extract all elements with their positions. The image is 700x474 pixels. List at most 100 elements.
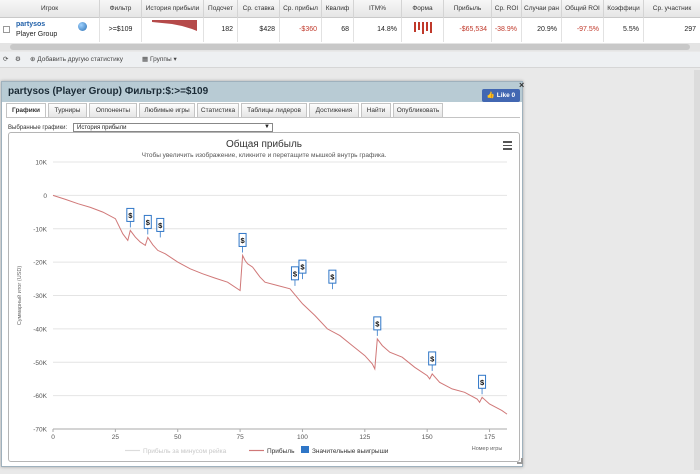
chart-subtitle: Чтобы увеличить изображение, кликните и … xyxy=(142,151,387,159)
globe-icon[interactable] xyxy=(78,22,87,31)
big-win-flag xyxy=(143,214,152,229)
header-avg-profit[interactable]: Ср. прибыл xyxy=(280,0,322,18)
header-itm[interactable]: ITM% xyxy=(354,0,402,18)
count-cell: 182 xyxy=(204,18,238,42)
scrollbar-thumb[interactable] xyxy=(10,44,690,50)
chart-title: Общая прибыль xyxy=(226,138,302,150)
avg-profit-cell: -$360 xyxy=(280,18,322,42)
header-avg-stake[interactable]: Ср. ставка xyxy=(238,0,280,18)
y-tick-label: -60K xyxy=(33,393,47,400)
header-profit-history[interactable]: История прибыли xyxy=(142,0,204,18)
tab-favorite-games[interactable]: Любимые игры xyxy=(139,103,195,117)
header-avg-roi[interactable]: Ср. ROI xyxy=(492,0,522,18)
legend-net-profit: Прибыль за минусом рейка xyxy=(143,447,227,455)
big-win-label: $ xyxy=(375,319,380,328)
big-win-label: $ xyxy=(158,221,163,230)
refresh-icon[interactable]: ⟳ xyxy=(3,56,9,63)
settings-icon[interactable]: ⚙ xyxy=(15,56,21,63)
y-tick-label: -10K xyxy=(33,226,47,233)
thumbs-up-icon: 👍 xyxy=(486,92,495,99)
table-row[interactable]: partysos Player Group >=$109 182 $428 -$… xyxy=(0,18,700,42)
tab-opponents[interactable]: Оппоненты xyxy=(89,103,137,117)
total-roi-cell: -97.5% xyxy=(562,18,604,42)
popup-titlebar[interactable]: partysos (Player Group) Фильтр:$:>=$109 xyxy=(2,82,522,102)
x-tick-label: 125 xyxy=(359,434,370,441)
facebook-like-button[interactable]: 👍 Like 0 xyxy=(482,89,520,102)
x-tick-label: 150 xyxy=(422,434,433,441)
player-group-label: Player Group xyxy=(16,31,58,38)
header-form[interactable]: Форма xyxy=(402,0,444,18)
tab-charts[interactable]: Графики xyxy=(6,103,46,117)
tab-find[interactable]: Найти xyxy=(361,103,391,117)
table-horizontal-scrollbar[interactable] xyxy=(0,43,700,51)
big-win-label: $ xyxy=(240,236,245,245)
x-axis-label: Номер игры xyxy=(472,446,503,452)
tab-achievements[interactable]: Достижения xyxy=(309,103,359,117)
big-win-flag xyxy=(298,259,307,274)
header-count[interactable]: Подсчет xyxy=(204,0,238,18)
tabs-divider xyxy=(6,117,520,118)
add-icon: ⊕ xyxy=(30,56,36,63)
form-bars xyxy=(402,18,444,42)
x-tick-label: 25 xyxy=(112,434,120,441)
popup-title: partysos (Player Group) Фильтр:$:>=$109 xyxy=(8,86,209,97)
y-tick-label: -70K xyxy=(33,427,47,434)
header-qualif[interactable]: Квалиф xyxy=(322,0,354,18)
y-axis-label: Суммарный итог (USD) xyxy=(16,266,23,325)
y-tick-label: 10K xyxy=(35,160,47,167)
big-win-label: $ xyxy=(146,218,151,227)
header-filter[interactable]: Фильтр xyxy=(100,0,142,18)
big-win-label: $ xyxy=(128,211,133,220)
big-win-label: $ xyxy=(430,354,435,363)
profit-chart[interactable]: Общая прибыль Чтобы увеличить изображение… xyxy=(8,132,520,462)
tab-publish[interactable]: Опубликовать xyxy=(393,103,443,117)
y-tick-label: 0 xyxy=(43,193,47,200)
big-win-flag xyxy=(478,374,487,389)
avg-stake-cell: $428 xyxy=(238,18,280,42)
resize-handle[interactable] xyxy=(517,458,523,464)
y-tick-label: -30K xyxy=(33,293,47,300)
add-stats-button[interactable]: ⊕ Добавить другую статистику xyxy=(30,55,123,65)
add-stats-label: Добавить другую статистику xyxy=(37,56,123,63)
qualif-cell: 68 xyxy=(322,18,354,42)
tab-tournaments[interactable]: Турниры xyxy=(48,103,87,117)
row-checkbox[interactable] xyxy=(3,26,10,33)
like-label: Like 0 xyxy=(496,92,516,99)
big-win-flag xyxy=(328,269,337,284)
player-cell: partysos Player Group xyxy=(0,18,100,42)
big-win-flag xyxy=(126,207,135,222)
chart-select-dropdown[interactable]: История прибыли ▼ xyxy=(73,123,273,132)
filter-cell: >=$109 xyxy=(100,18,142,42)
header-player[interactable]: Игрок xyxy=(0,0,100,18)
x-tick-label: 175 xyxy=(484,434,495,441)
profit-series-line xyxy=(52,194,508,415)
window-scrollbar[interactable] xyxy=(694,70,700,470)
player-popup: partysos (Player Group) Фильтр:$:>=$109 … xyxy=(1,81,523,467)
big-win-flag xyxy=(156,217,165,232)
header-chance[interactable]: Случаи ран xyxy=(522,0,562,18)
y-tick-label: -20K xyxy=(33,260,47,267)
header-coef[interactable]: Коэффици xyxy=(604,0,644,18)
stats-table: Игрок Фильтр История прибыли Подсчет Ср.… xyxy=(0,0,700,44)
itm-cell: 14.8% xyxy=(354,18,402,42)
coef-cell: 5.5% xyxy=(604,18,644,42)
tab-leaderboards[interactable]: Таблицы лидеров xyxy=(241,103,307,117)
player-link[interactable]: partysos xyxy=(16,21,46,28)
groups-button[interactable]: ▦ Группы ▾ xyxy=(142,55,177,65)
close-icon[interactable]: × xyxy=(519,80,525,90)
tab-statistics[interactable]: Статистика xyxy=(197,103,239,117)
table-header: Игрок Фильтр История прибыли Подсчет Ср.… xyxy=(0,0,700,18)
x-tick-label: 50 xyxy=(174,434,182,441)
header-total-roi[interactable]: Общий ROI xyxy=(562,0,604,18)
chance-cell: 20.9% xyxy=(522,18,562,42)
header-profit[interactable]: Прибыль xyxy=(444,0,492,18)
profit-history-sparkline[interactable] xyxy=(142,18,204,42)
chart-menu-icon[interactable] xyxy=(503,141,512,150)
header-avg-participants[interactable]: Ср. участник xyxy=(652,5,692,12)
big-win-flag xyxy=(238,232,247,247)
y-tick-label: -50K xyxy=(33,360,47,367)
big-win-label: $ xyxy=(330,273,335,282)
big-win-flag xyxy=(428,351,437,366)
legend-big-wins-swatch xyxy=(301,446,309,453)
